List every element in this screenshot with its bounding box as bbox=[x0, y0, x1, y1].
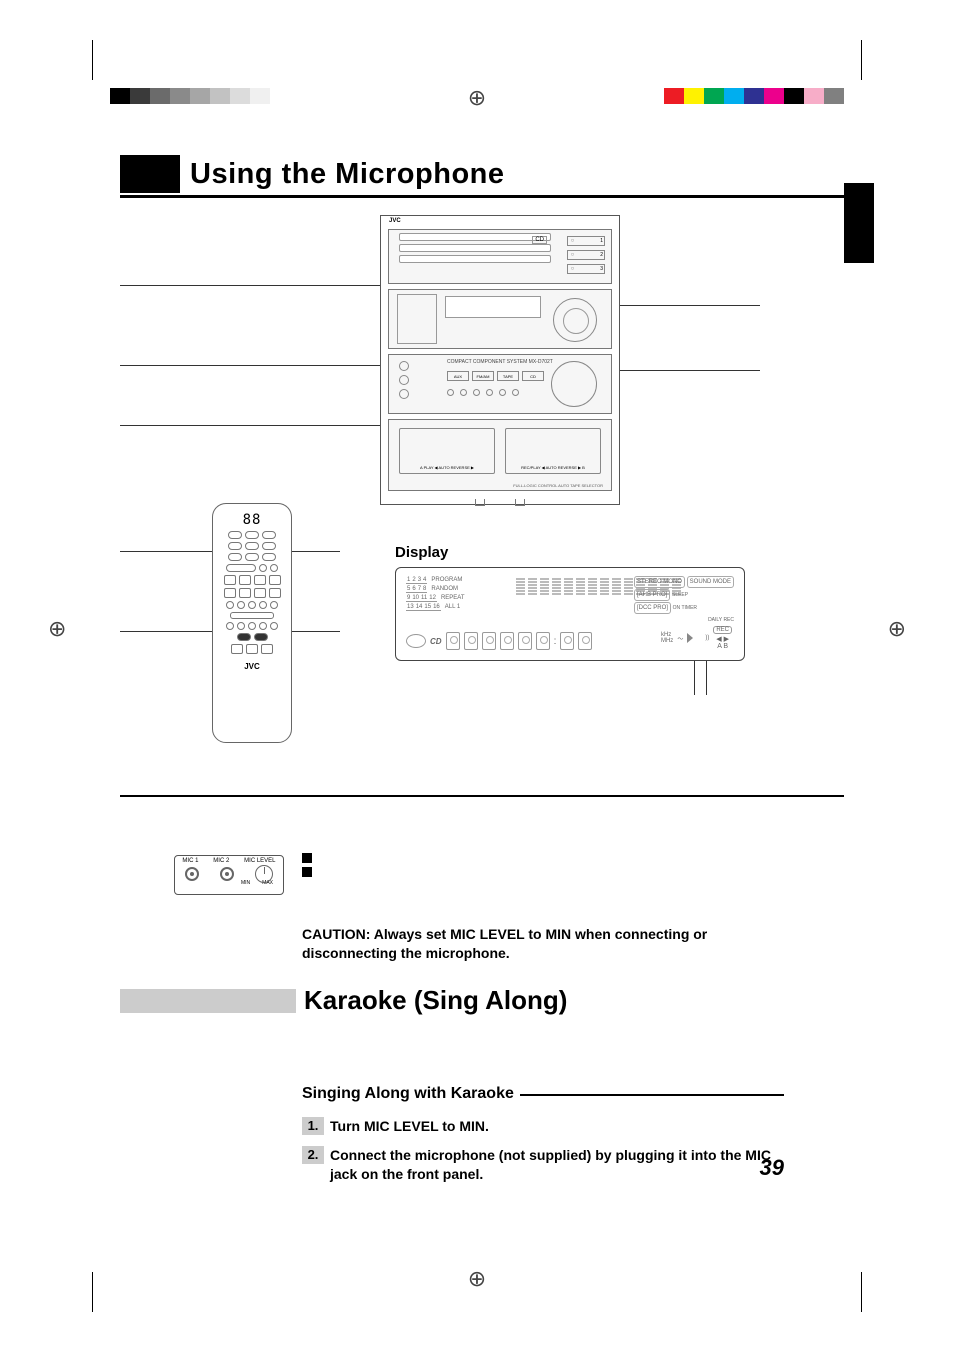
registration-mark-icon: ⊕ bbox=[888, 616, 906, 642]
leader-line bbox=[120, 631, 212, 632]
cd-badge: CD bbox=[532, 236, 547, 244]
step-number: 1. bbox=[302, 1117, 324, 1135]
crop-mark bbox=[861, 40, 862, 80]
volume-knob bbox=[551, 361, 597, 407]
remote-display: 88 bbox=[213, 512, 291, 528]
divider bbox=[120, 195, 844, 198]
deck-a: A PLAY ◀ AUTO REVERSE ▶ bbox=[399, 428, 495, 474]
tuner-unit bbox=[388, 289, 612, 349]
leader-line bbox=[120, 365, 380, 366]
mic-jack-1 bbox=[185, 867, 199, 881]
caution-text: CAUTION: Always set MIC LEVEL to MIN whe… bbox=[302, 925, 784, 963]
crop-mark bbox=[92, 40, 93, 80]
section-title: Using the Microphone bbox=[190, 158, 505, 191]
leader-line bbox=[292, 551, 340, 552]
step-text: Turn MIC LEVEL to MIN. bbox=[330, 1117, 489, 1136]
leader-line bbox=[120, 551, 212, 552]
tuning-dial bbox=[553, 298, 597, 342]
leader-line bbox=[120, 425, 380, 426]
brand-label: JVC bbox=[381, 216, 619, 224]
title-block-icon bbox=[120, 155, 180, 193]
color-swatches bbox=[664, 88, 844, 104]
crop-mark bbox=[92, 1272, 93, 1312]
model-label: COMPACT COMPONENT SYSTEM MX-D702T bbox=[447, 359, 553, 365]
cd-changer-unit: 1 2 3 CD bbox=[388, 229, 612, 284]
display-heading: Display bbox=[395, 544, 448, 561]
page-content: Using the Microphone JVC 1 2 3 CD COMPAC… bbox=[120, 155, 844, 1222]
step: 2. Connect the microphone (not supplied) … bbox=[302, 1146, 784, 1184]
karaoke-section: Singing Along with Karaoke 1. Turn MIC LE… bbox=[302, 1085, 784, 1194]
freq-indicators: kHz MHz 〜 )) REC ◀ ▶ A B bbox=[661, 626, 732, 650]
source-buttons: AUX FM/AM TAPE CD bbox=[447, 371, 544, 381]
amplifier-unit: COMPACT COMPONENT SYSTEM MX-D702T AUX FM… bbox=[388, 354, 612, 414]
title-bar-icon bbox=[120, 989, 296, 1013]
subsection-title-row: Karaoke (Sing Along) bbox=[120, 985, 844, 1016]
mic-jack-2 bbox=[220, 867, 234, 881]
disc-icon bbox=[406, 634, 426, 648]
step-text: Connect the microphone (not supplied) by… bbox=[330, 1146, 784, 1184]
leader-line bbox=[620, 305, 760, 306]
cassette-deck-unit: A PLAY ◀ AUTO REVERSE ▶ REC/PLAY ◀ AUTO … bbox=[388, 419, 612, 491]
deck-footer: FULL-LOGIC CONTROL AUTO TAPE SELECTOR bbox=[389, 483, 611, 488]
remote-control-figure: 88 JVC bbox=[212, 503, 292, 743]
mic-jacks-figure: MIC 1 MIC 2 MIC LEVEL MIN MAX bbox=[174, 855, 284, 895]
leader-line bbox=[694, 661, 695, 695]
stereo-system-figure: JVC 1 2 3 CD COMPACT COMPONENT SYSTEM MX… bbox=[380, 215, 620, 505]
print-marks-top: ⊕ bbox=[0, 88, 954, 108]
registration-mark-icon: ⊕ bbox=[48, 616, 66, 642]
callout-squares bbox=[302, 853, 312, 881]
cd-speaker-row: CD : bbox=[406, 632, 592, 650]
section-title-row: Using the Microphone bbox=[120, 155, 844, 193]
grayscale-swatches bbox=[110, 88, 270, 104]
leader-line bbox=[292, 631, 340, 632]
cd-eject-buttons: 1 2 3 bbox=[567, 236, 605, 278]
procedure-heading: Singing Along with Karaoke bbox=[302, 1085, 784, 1103]
subsection-title: Karaoke (Sing Along) bbox=[304, 985, 567, 1016]
remote-brand: JVC bbox=[213, 662, 291, 671]
page-number: 39 bbox=[760, 1155, 784, 1181]
procedure-steps: 1. Turn MIC LEVEL to MIN. 2. Connect the mi… bbox=[302, 1117, 784, 1184]
display-figure: 1234PROGRAM5678RANDOM9101112REPEAT131415… bbox=[395, 567, 745, 661]
leader-line bbox=[706, 661, 707, 695]
leader-line bbox=[120, 285, 380, 286]
leader-line bbox=[620, 370, 760, 371]
divider bbox=[120, 795, 844, 797]
thumb-tab bbox=[844, 183, 874, 263]
step-number: 2. bbox=[302, 1146, 324, 1164]
manual-page: ⊕ ⊕ ⊕ ⊕ Using the Microphone JVC 1 2 3 C… bbox=[0, 0, 954, 1352]
registration-mark-icon: ⊕ bbox=[468, 1266, 486, 1292]
step: 1. Turn MIC LEVEL to MIN. bbox=[302, 1117, 784, 1136]
deck-b: REC/PLAY ◀ AUTO REVERSE ▶ B bbox=[505, 428, 601, 474]
speaker-icon bbox=[687, 633, 701, 643]
registration-mark-icon: ⊕ bbox=[468, 85, 486, 111]
display-badges: STEREO MONO SOUND MODE [AHB PRO] SLEEP [… bbox=[634, 576, 734, 625]
crop-mark bbox=[861, 1272, 862, 1312]
mic-level-knob bbox=[255, 865, 273, 883]
